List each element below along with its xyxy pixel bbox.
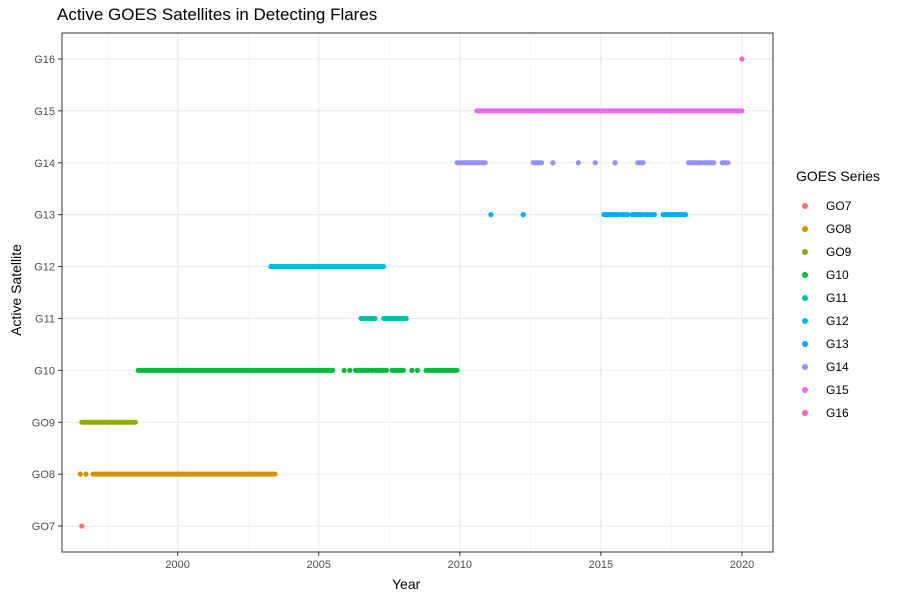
data-point-g10	[347, 367, 353, 373]
legend-item-g11: G11	[796, 286, 880, 309]
legend-swatch	[802, 363, 808, 370]
legend-label: G11	[826, 290, 848, 305]
legend-item-go7: GO7	[796, 194, 880, 217]
legend: GOES Series GO7 GO8 GO9 G10 G11 G12 G13 G14 G15 G…	[796, 168, 880, 424]
legend-label: GO8	[826, 221, 852, 236]
x-axis-label: Year	[392, 576, 421, 592]
legend-label: GO9	[826, 244, 852, 259]
legend-swatch	[802, 340, 808, 347]
data-point-g10	[358, 367, 364, 373]
legend-label: G14	[826, 359, 849, 374]
plot-background	[62, 33, 773, 552]
data-point-g10	[369, 367, 375, 373]
data-point-g14	[592, 160, 598, 166]
y-tick-label: G15	[34, 106, 55, 118]
data-point-g13	[488, 212, 494, 218]
legend-swatch	[802, 386, 808, 393]
x-tick-label: 2000	[165, 559, 189, 571]
data-point-g16	[739, 56, 745, 62]
data-point-go7	[79, 523, 85, 529]
legend-swatch	[802, 271, 808, 278]
legend-swatch	[802, 294, 808, 301]
legend-swatch	[802, 409, 808, 416]
chart-marks	[77, 56, 745, 529]
y-tick-label: G12	[34, 262, 55, 274]
data-point-g14	[575, 160, 581, 166]
data-point-go8	[77, 471, 83, 477]
y-axis-label: Active Satellite	[8, 244, 24, 336]
legend-item-go9: GO9	[796, 240, 880, 263]
chart-title: Active GOES Satellites in Detecting Flar…	[57, 5, 378, 24]
legend-items: GO7 GO8 GO9 G10 G11 G12 G13 G14 G15 G16	[796, 194, 880, 424]
data-point-go8	[83, 471, 89, 477]
y-tick-label: G14	[34, 158, 55, 170]
legend-label: G16	[826, 405, 849, 420]
legend-title: GOES Series	[796, 168, 881, 184]
legend-item-g12: G12	[796, 309, 880, 332]
legend-label: G10	[826, 267, 849, 282]
x-tick-label: 2010	[448, 559, 472, 571]
y-tick-label: G11	[35, 313, 55, 325]
legend-item-g13: G13	[796, 332, 880, 355]
x-tick-label: 2005	[307, 559, 331, 571]
y-tick-label: G10	[34, 365, 55, 377]
y-tick-label: GO9	[32, 417, 55, 429]
y-tick-label: G13	[34, 210, 55, 222]
legend-item-g15: G15	[796, 378, 880, 401]
legend-item-go8: GO8	[796, 217, 880, 240]
data-point-g10	[409, 367, 415, 373]
legend-item-g10: G10	[796, 263, 880, 286]
x-tick-label: 2020	[730, 559, 754, 571]
grid-lines	[62, 33, 773, 552]
data-point-g13	[520, 212, 526, 218]
data-point-g14	[550, 160, 556, 166]
legend-label: G12	[826, 313, 849, 328]
data-point-g14	[612, 160, 618, 166]
legend-item-g14: G14	[796, 355, 880, 378]
y-tick-label: GO7	[32, 521, 55, 533]
legend-label: G13	[826, 336, 849, 351]
legend-swatch	[802, 202, 808, 209]
plot-border	[61, 32, 774, 553]
x-tick-label: 2015	[589, 559, 613, 571]
legend-swatch	[802, 248, 808, 255]
legend-swatch	[802, 225, 808, 232]
data-point-g10	[389, 367, 395, 373]
legend-swatch	[802, 317, 808, 324]
data-point-g10	[414, 367, 421, 373]
data-point-g10	[378, 367, 384, 373]
legend-item-g16: G16	[796, 401, 880, 424]
y-tick-label: G16	[34, 54, 55, 66]
legend-label: GO7	[826, 198, 852, 213]
axis-ticks: 2000 2005 2010 2015 2020 GO7 GO8 GO9 G10 G11 G12 G1…	[32, 54, 754, 571]
y-tick-label: GO8	[32, 469, 55, 481]
legend-label: G15	[826, 382, 849, 397]
data-point-g10	[341, 367, 347, 373]
